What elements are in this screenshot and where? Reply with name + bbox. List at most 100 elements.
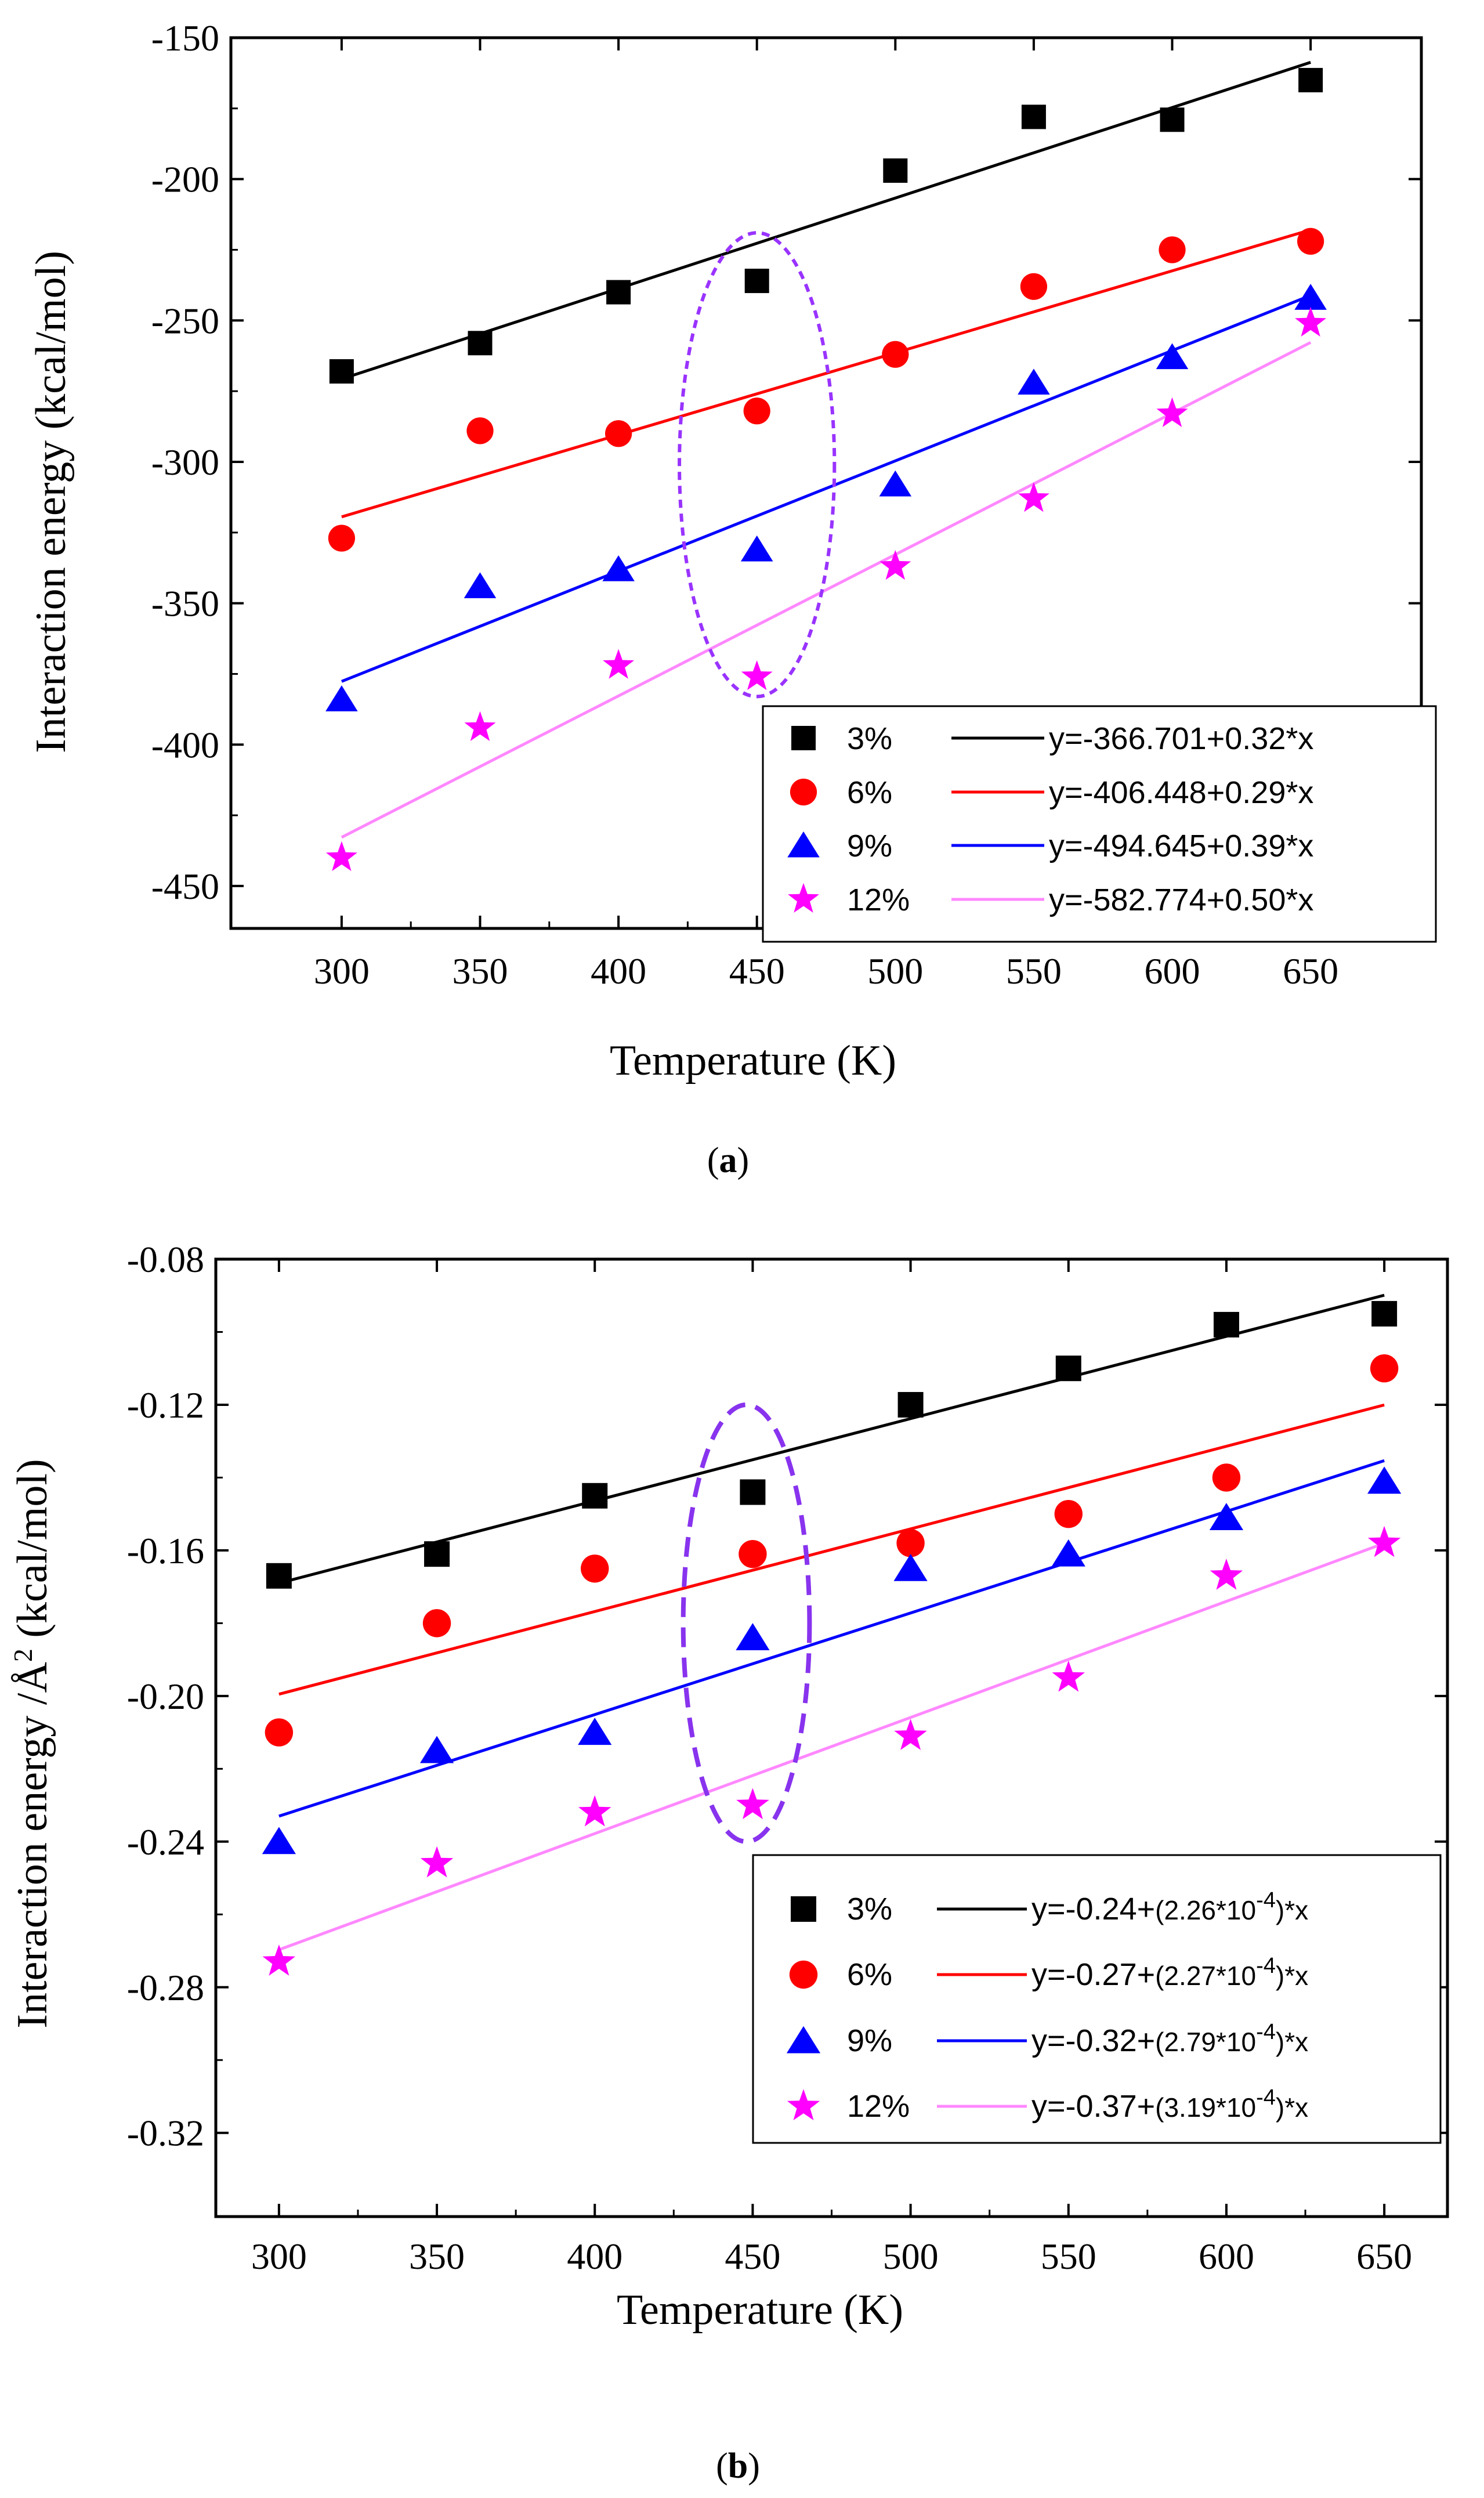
- data-point-a-6%-450: [743, 397, 770, 425]
- panel-label-b: (b): [716, 2446, 760, 2486]
- annotation-b: [681, 1402, 812, 1844]
- legend-marker-b-3%: [791, 1896, 816, 1922]
- data-point-a-9%-650: [1294, 284, 1327, 310]
- x-tick-label-a-650: 650: [1283, 950, 1338, 992]
- fit-lines-b: [278, 1293, 1385, 1951]
- data-point-a-9%-600: [1156, 343, 1189, 370]
- legend-marker-b-6%: [789, 1960, 818, 1989]
- legend-label-a-12: 12%: [847, 883, 910, 917]
- data-point-a-12%-350: [464, 711, 496, 741]
- data-point-b-6%-450: [739, 1539, 767, 1568]
- fit-line-a-6%: [341, 228, 1311, 519]
- data-point-b-9%-550: [1051, 1539, 1085, 1567]
- data-point-a-9%-350: [464, 572, 497, 598]
- data-point-a-6%-500: [882, 341, 909, 368]
- y-tick-label-b-5: -0.28: [127, 1967, 204, 2008]
- x-axis-title-b: Temperature (K): [617, 2286, 903, 2334]
- data-point-b-6%-650: [1370, 1354, 1399, 1383]
- y-axis-title-a: Interaction energy (kcal/mol): [27, 251, 75, 753]
- data-point-b-6%-400: [581, 1555, 609, 1583]
- y-tick-label-a-1: -200: [151, 159, 219, 200]
- y-axis-title-b: Interaction energy /Å2 (kcal/mol): [8, 1459, 57, 2028]
- legend-box-b: [752, 1854, 1442, 2144]
- data-point-b-9%-400: [578, 1718, 612, 1745]
- data-point-a-6%-300: [328, 525, 355, 552]
- y-tick-label-b-3: -0.20: [127, 1676, 204, 1717]
- legend-marker-b-9%: [786, 2026, 821, 2054]
- data-point-b-6%-600: [1212, 1463, 1241, 1492]
- data-point-a-3%-350: [468, 331, 493, 356]
- data-point-a-3%-600: [1160, 107, 1185, 132]
- data-point-a-6%-400: [605, 420, 632, 447]
- legend-fit-a-3: y=-366.701+0.32*x: [1049, 721, 1313, 756]
- y-tick-label-a-0: -150: [151, 17, 219, 59]
- y-tick-label-b-0: -0.08: [127, 1239, 204, 1280]
- y-tick-label-a-4: -350: [151, 583, 219, 624]
- data-point-b-6%-550: [1054, 1499, 1083, 1528]
- data-point-b-3%-300: [266, 1563, 292, 1589]
- data-point-a-9%-450: [740, 535, 773, 562]
- legend-label-a-3: 3%: [847, 721, 892, 756]
- data-point-a-6%-350: [466, 417, 494, 444]
- data-point-a-12%-300: [325, 841, 357, 872]
- data-point-b-12%-400: [578, 1795, 611, 1827]
- data-point-a-12%-400: [603, 649, 635, 679]
- chart-panel-b: 300 350 400 450 500 550 600 650 -0.08 -0.12 -0.16 -…: [8, 1239, 1449, 2486]
- y-tick-label-b-4: -0.24: [127, 1821, 204, 1863]
- data-point-a-12%-450: [741, 660, 773, 691]
- data-point-a-9%-500: [879, 470, 912, 497]
- data-point-a-3%-450: [744, 269, 769, 294]
- data-point-a-9%-550: [1018, 368, 1050, 395]
- data-point-b-6%-300: [265, 1718, 294, 1747]
- data-point-b-12%-500: [894, 1719, 927, 1750]
- x-tick-label-a-550: 550: [1006, 950, 1062, 992]
- legend-marker-b-12%: [787, 2089, 820, 2120]
- axis-ticks-b: 300 350 400 450 500 550 600 650 -0.08 -0.12 -0.16 -…: [127, 1239, 1447, 2277]
- legend-label-b-9: 9%: [847, 2023, 892, 2058]
- fit-line-b-3%: [278, 1293, 1385, 1585]
- data-point-a-3%-400: [606, 280, 631, 305]
- fit-line-a-9%: [341, 294, 1312, 683]
- data-point-b-12%-550: [1052, 1660, 1085, 1692]
- y-tick-label-a-2: -250: [151, 300, 219, 341]
- data-markers-a: [325, 68, 1327, 872]
- fit-line-a-3%: [341, 61, 1311, 381]
- legend-label-a-9: 9%: [847, 829, 892, 863]
- x-tick-label-a-600: 600: [1145, 950, 1200, 992]
- data-point-b-9%-350: [419, 1736, 454, 1763]
- data-point-b-3%-500: [897, 1391, 924, 1418]
- fit-line-b-9%: [278, 1459, 1385, 1818]
- legend-label-a-6: 6%: [847, 775, 892, 810]
- x-tick-label-a-300: 300: [314, 950, 370, 992]
- panel-label-a: (a): [707, 1141, 749, 1180]
- dashed-ellipse-a: [678, 231, 837, 699]
- x-tick-label-b-500: 500: [883, 2236, 939, 2277]
- x-tick-label-a-450: 450: [729, 950, 785, 992]
- x-tick-label-b-400: 400: [567, 2236, 622, 2277]
- x-tick-label-a-500: 500: [867, 950, 923, 992]
- data-point-a-3%-500: [883, 158, 908, 183]
- legend-fit-b-12: y=-0.37+(3.19*10-4)*x: [1031, 2085, 1308, 2124]
- data-point-b-12%-450: [736, 1788, 769, 1820]
- data-point-a-3%-300: [329, 359, 354, 384]
- data-point-b-9%-300: [262, 1827, 296, 1854]
- legend-marker-a-12%: [788, 883, 819, 913]
- data-point-b-12%-300: [262, 1944, 296, 1976]
- x-tick-label-b-300: 300: [251, 2236, 307, 2277]
- y-tick-label-a-3: -300: [151, 442, 219, 483]
- data-point-b-3%-600: [1213, 1311, 1239, 1337]
- data-point-a-6%-550: [1020, 273, 1048, 300]
- data-point-a-6%-600: [1159, 236, 1186, 263]
- legend-marker-a-3%: [791, 726, 816, 750]
- legend-fit-b-6: y=-0.27+(2.27*10-4)*x: [1031, 1954, 1308, 1992]
- x-tick-label-b-550: 550: [1041, 2236, 1096, 2277]
- x-tick-label-b-350: 350: [409, 2236, 465, 2277]
- data-point-b-9%-500: [893, 1553, 928, 1581]
- data-point-a-12%-500: [879, 550, 911, 580]
- legend-marker-a-6%: [790, 778, 817, 806]
- x-tick-label-b-450: 450: [725, 2236, 780, 2277]
- y-tick-label-a-5: -400: [151, 724, 219, 765]
- legend-fit-b-9: y=-0.32+(2.79*10-4)*x: [1031, 2020, 1308, 2058]
- legend-fit-b-3: y=-0.24+(2.26*10-4)*x: [1031, 1888, 1308, 1926]
